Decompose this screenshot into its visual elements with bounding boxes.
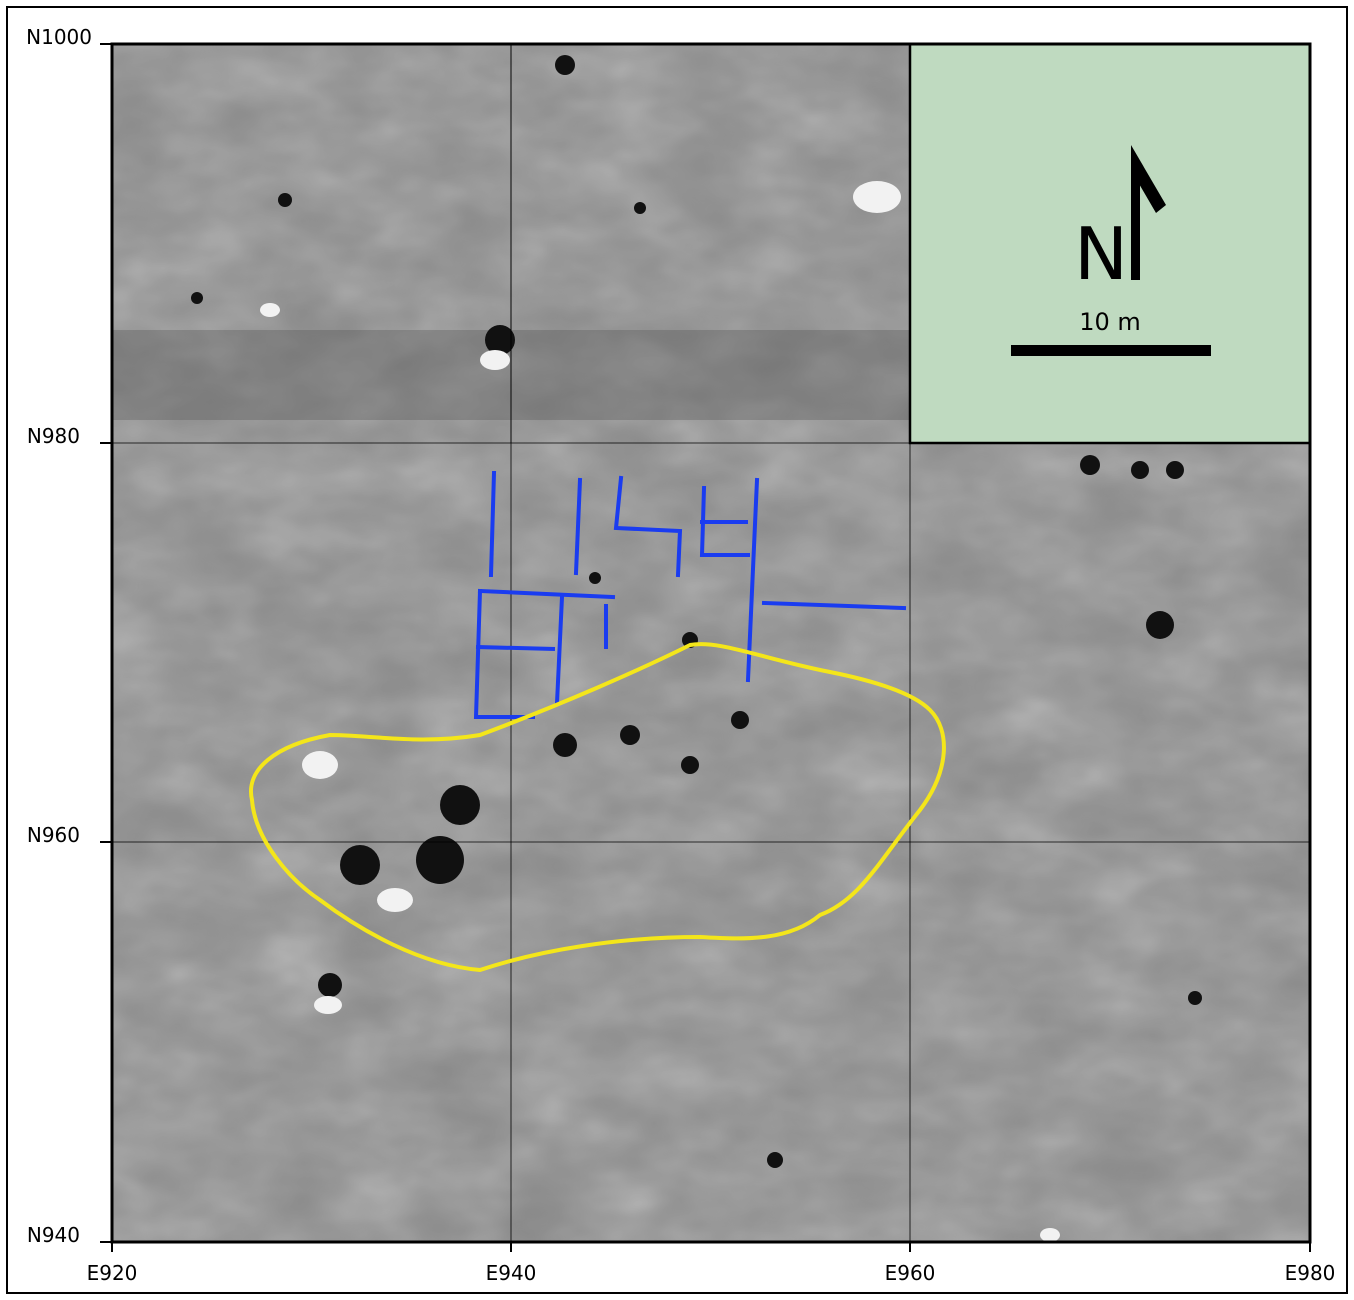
northing-label: N1000 [26, 25, 92, 49]
northing-label: N940 [27, 1223, 80, 1247]
easting-label: E920 [87, 1261, 138, 1285]
legend-panel [908, 42, 1312, 445]
scale-bar [1011, 345, 1211, 356]
grid-lines [112, 44, 1310, 1242]
scale-label: 10 m [1079, 308, 1141, 336]
northing-label: N980 [27, 424, 80, 448]
north-arrow [1131, 145, 1166, 280]
map-border [110, 42, 1312, 1244]
ticks [100, 43, 1311, 1252]
easting-label: E940 [486, 1261, 537, 1285]
north-label: N [1074, 212, 1128, 296]
blue-features [473, 470, 907, 719]
yellow-outline [249, 642, 946, 973]
survey-image [112, 44, 1310, 1242]
northing-label: N960 [27, 823, 80, 847]
easting-label: E960 [885, 1261, 936, 1285]
easting-label: E980 [1285, 1261, 1336, 1285]
